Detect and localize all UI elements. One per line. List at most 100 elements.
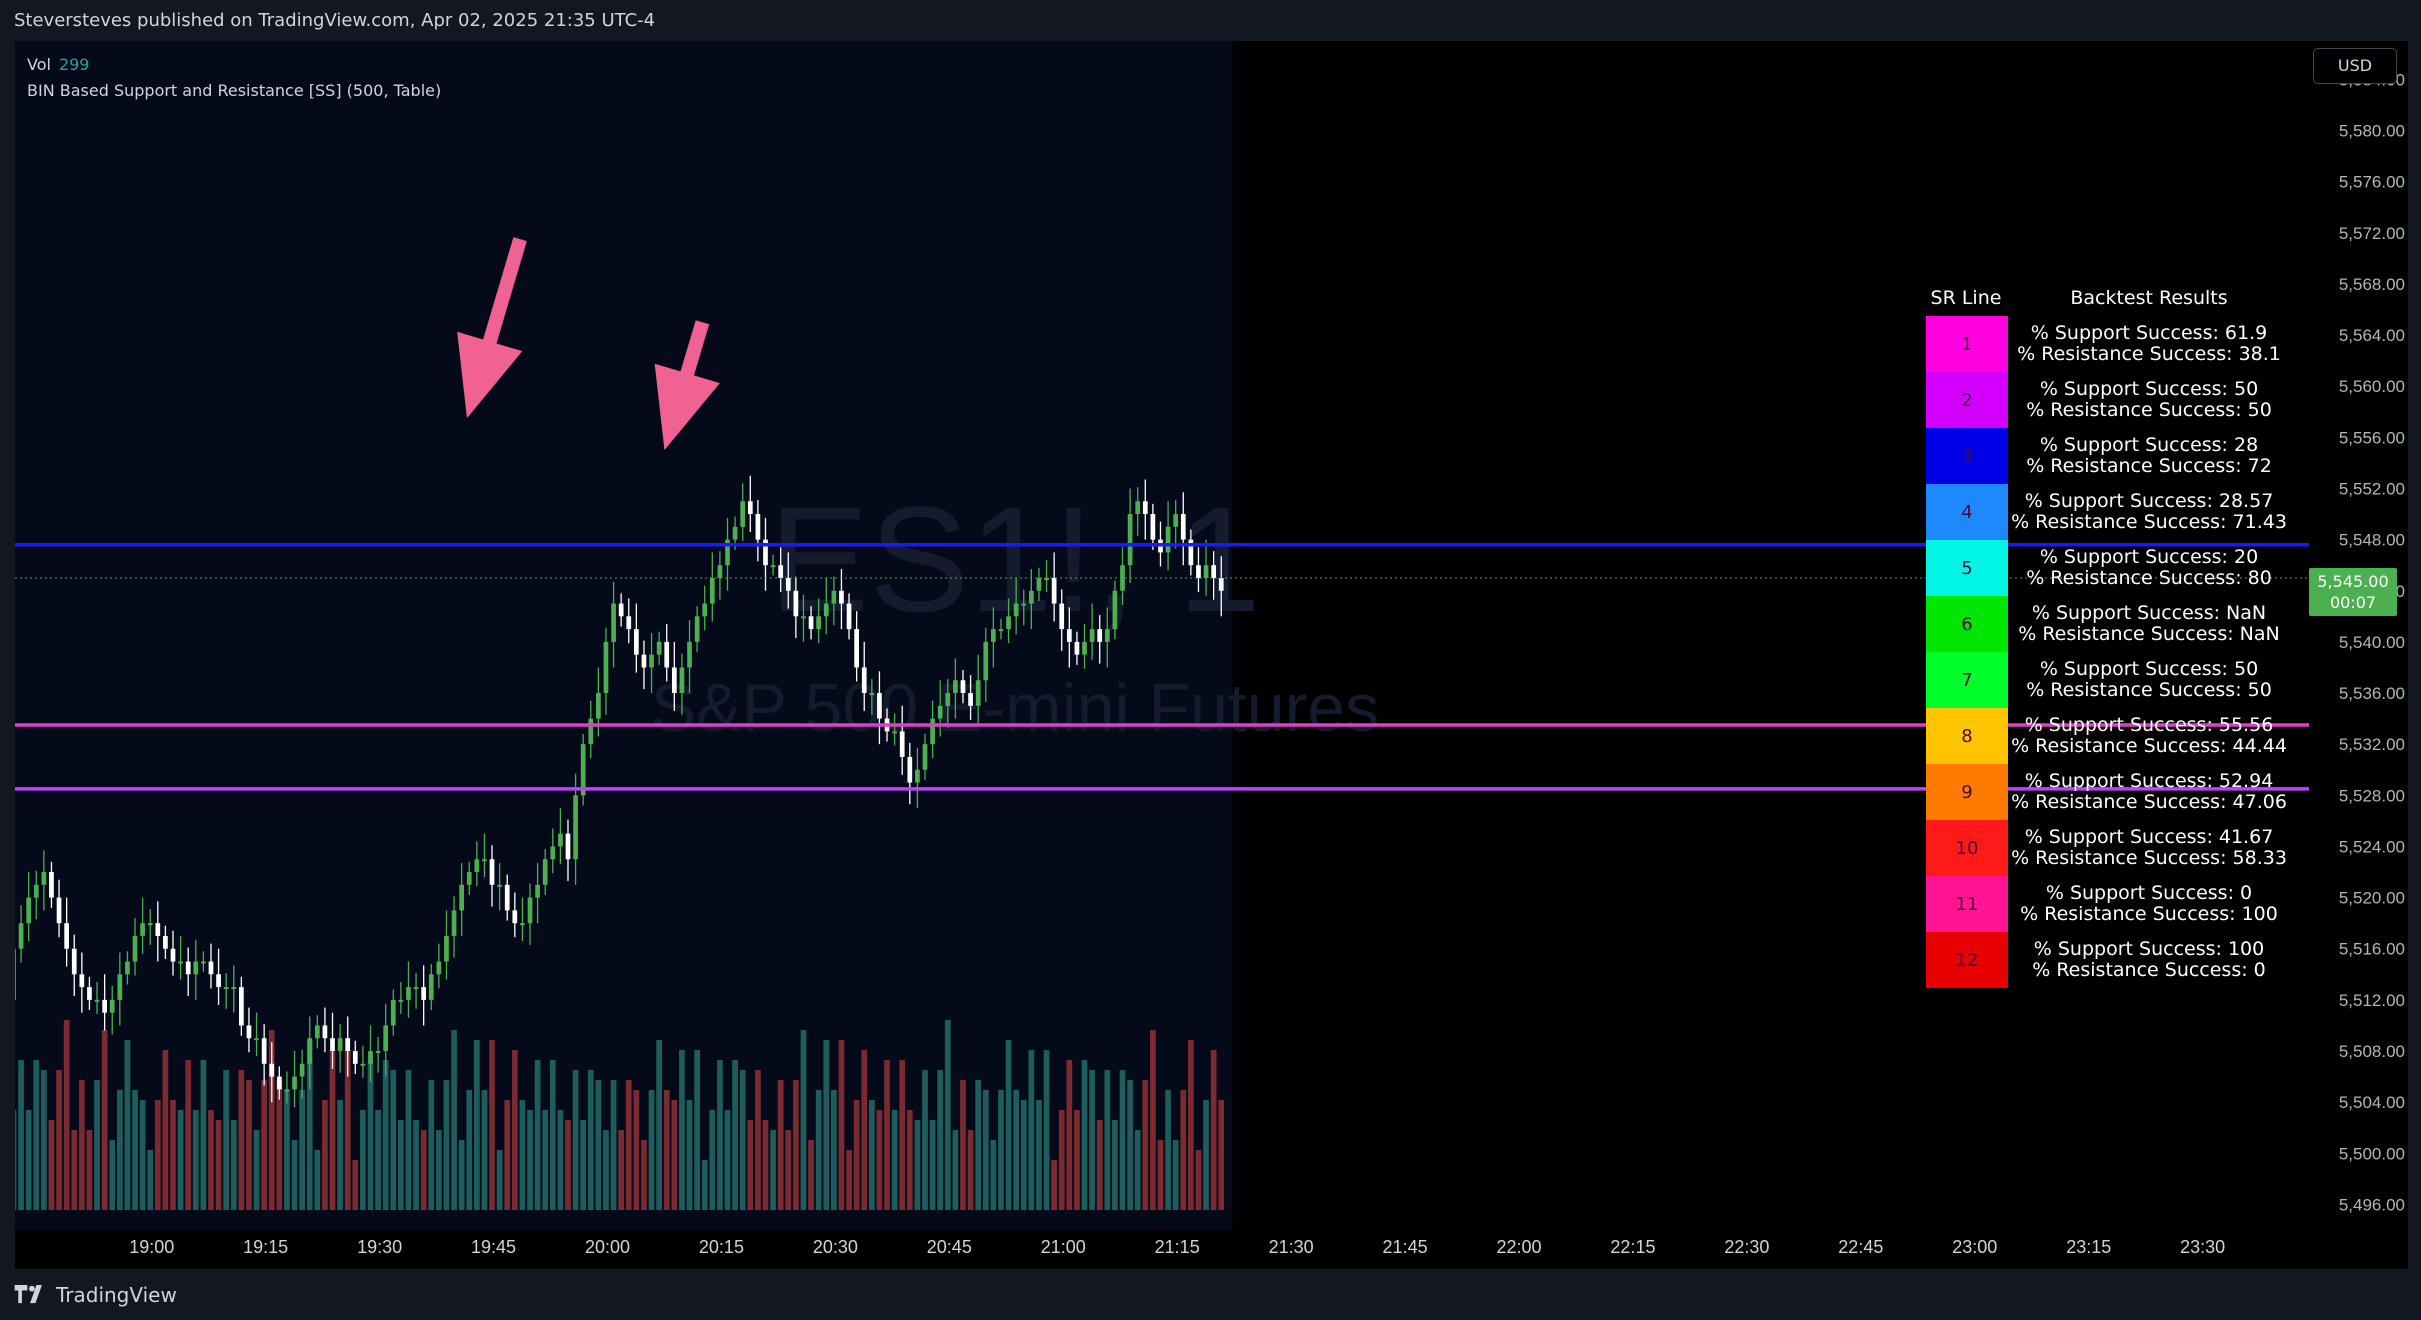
- candle-body: [185, 961, 191, 975]
- currency-button[interactable]: USD: [2313, 48, 2397, 84]
- volume-bar: [1203, 1100, 1209, 1210]
- backtest-result: % Support Success: 0% Resistance Success…: [2008, 876, 2290, 932]
- volume-bar: [337, 1100, 343, 1210]
- volume-bar: [390, 1070, 397, 1210]
- indicator-title[interactable]: BIN Based Support and Resistance [SS] (5…: [27, 81, 442, 100]
- candle-body: [717, 565, 723, 578]
- time-tick: 22:45: [1838, 1237, 1883, 1257]
- support-success: % Support Success: 50: [2039, 658, 2259, 680]
- volume-bar: [215, 1120, 222, 1210]
- candle-body: [1013, 603, 1019, 617]
- candle-body: [436, 961, 442, 975]
- frame-right: [2408, 41, 2421, 1269]
- volume-bar: [1005, 1040, 1012, 1210]
- candle-body: [1173, 514, 1179, 527]
- candle-body: [284, 1089, 290, 1092]
- candle-body: [330, 1038, 335, 1052]
- candle-body: [1135, 501, 1141, 515]
- table-row: 5% Support Success: 20% Resistance Succe…: [1924, 540, 2290, 596]
- candle-body: [352, 1051, 358, 1064]
- volume-bar: [709, 1110, 716, 1210]
- volume-bar: [557, 1110, 564, 1210]
- candle-body: [550, 846, 556, 860]
- candle-body: [755, 514, 761, 540]
- price-tick: 5,528.00: [2339, 786, 2405, 805]
- candle-body: [1180, 514, 1186, 540]
- price-tick: 5,500.00: [2339, 1144, 2405, 1163]
- candle-body: [201, 961, 206, 964]
- price-tick: 5,576.00: [2339, 173, 2405, 192]
- table-row: 2% Support Success: 50% Resistance Succe…: [1924, 372, 2290, 428]
- table-row: 7% Support Success: 50% Resistance Succe…: [1924, 652, 2290, 708]
- volume-bar: [200, 1060, 207, 1210]
- volume-bar: [800, 1030, 807, 1210]
- price-tick: 5,580.00: [2339, 121, 2405, 140]
- volume-bar: [906, 1110, 913, 1210]
- volume-bar: [15, 1110, 17, 1210]
- backtest-result: % Support Success: 52.94% Resistance Suc…: [2008, 764, 2290, 820]
- support-success: % Support Success: NaN: [2031, 602, 2267, 624]
- resistance-success: % Resistance Success: 58.33: [2011, 847, 2287, 869]
- chart-area[interactable]: ES1!, 1 S&P 500 E-mini Futures 19:00 19:1…: [15, 41, 2408, 1269]
- volume-bar: [747, 1120, 754, 1210]
- candle-body: [922, 744, 928, 770]
- price-tick: 5,524.00: [2339, 837, 2405, 856]
- time-tick: 19:00: [129, 1237, 174, 1257]
- sr-line-number: 12: [1926, 932, 2008, 988]
- volume-bar: [246, 1080, 252, 1210]
- candle-body: [709, 577, 715, 604]
- candle-body: [71, 948, 77, 975]
- volume-bar: [360, 1110, 366, 1210]
- time-tick: 20:00: [585, 1237, 630, 1257]
- candle-body: [641, 654, 647, 668]
- candle-body: [345, 1038, 351, 1052]
- publisher-line: Steversteves published on TradingView.co…: [14, 10, 656, 31]
- volume-bar: [937, 1070, 944, 1210]
- volume-bar: [511, 1050, 518, 1210]
- volume-bar: [420, 1130, 427, 1210]
- resistance-success: % Resistance Success: 50: [2026, 679, 2272, 701]
- volume-bar: [793, 1080, 799, 1210]
- indicator-legend[interactable]: Vol 299 BIN Based Support and Resistance …: [27, 52, 441, 104]
- support-success: % Support Success: 41.67: [2024, 826, 2274, 848]
- tradingview-logo[interactable]: TradingView: [14, 1283, 177, 1307]
- volume-bar: [641, 1140, 647, 1210]
- candle-body: [223, 987, 229, 990]
- volume-bar: [1096, 1120, 1103, 1210]
- volume-bar: [914, 1120, 921, 1210]
- volume-bar: [71, 1130, 78, 1210]
- candle-body: [49, 872, 54, 898]
- time-tick: 20:15: [699, 1237, 744, 1257]
- candle-body: [892, 731, 897, 734]
- backtest-result: % Support Success: 50% Resistance Succes…: [2008, 652, 2290, 708]
- candle-body: [322, 1025, 328, 1039]
- volume-bar: [382, 1060, 389, 1210]
- time-tick: 20:30: [813, 1237, 858, 1257]
- backtest-result: % Support Success: 55.56% Resistance Suc…: [2008, 708, 2290, 764]
- candle-body: [801, 616, 806, 619]
- volume-bar: [63, 1020, 70, 1210]
- candle-body: [504, 884, 510, 911]
- volume-bar: [739, 1070, 746, 1210]
- candle-body: [276, 1076, 282, 1090]
- support-success: % Support Success: 50: [2039, 378, 2259, 400]
- volume-bar: [1013, 1090, 1020, 1210]
- last-price: 5,545.00: [2317, 572, 2389, 591]
- annotation-arrows: [457, 237, 720, 451]
- time-tick: 21:45: [1383, 1237, 1428, 1257]
- candle-body: [694, 616, 700, 642]
- candle-body: [542, 859, 548, 885]
- candle-body: [375, 1051, 381, 1054]
- volume-bar: [884, 1060, 890, 1210]
- candle-body: [482, 859, 487, 862]
- volume-legend[interactable]: Vol 299: [27, 52, 441, 78]
- volume-bar: [230, 1120, 237, 1210]
- backtest-result: % Support Success: 100% Resistance Succe…: [2008, 932, 2290, 988]
- candle-body: [953, 680, 958, 694]
- annotation-arrow: [654, 320, 720, 451]
- candle-body: [869, 693, 875, 696]
- sr-line-number: 5: [1926, 540, 2008, 596]
- volume-bar: [876, 1110, 883, 1210]
- candle-body: [930, 718, 935, 745]
- volume-bar: [1051, 1160, 1057, 1210]
